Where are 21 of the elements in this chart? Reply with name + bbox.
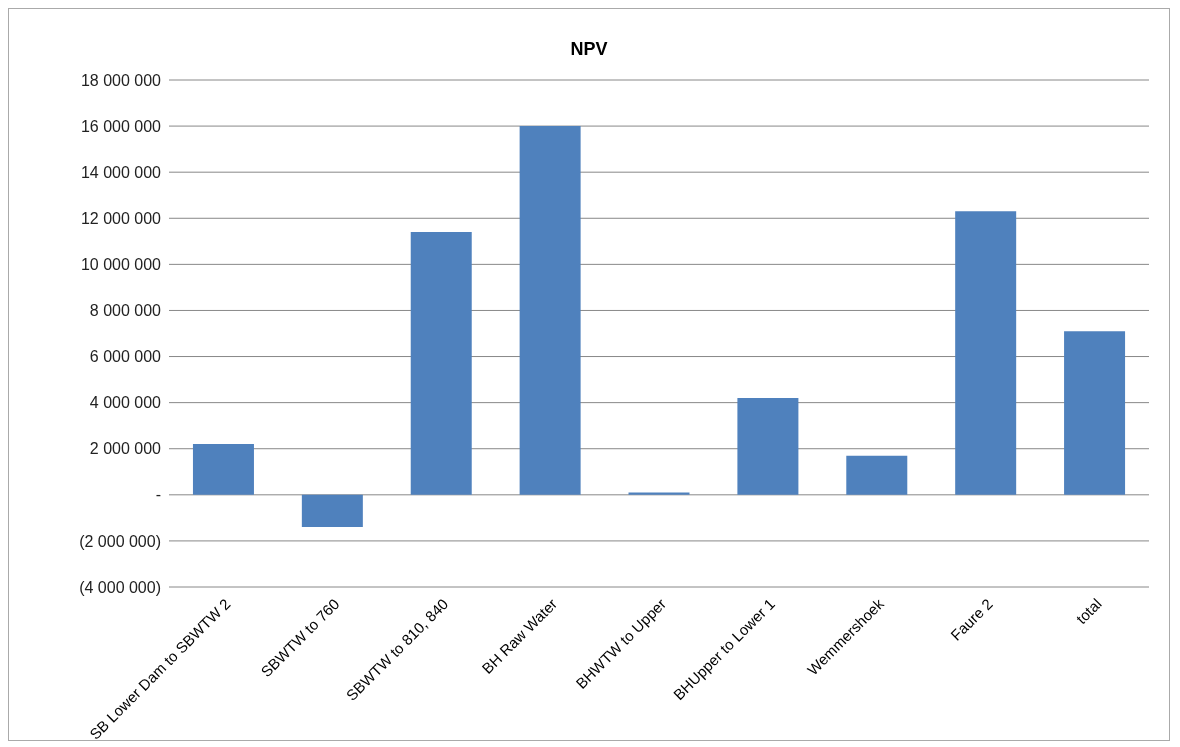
bar (846, 455, 908, 495)
chart-title: NPV (569, 39, 609, 60)
bar (955, 211, 1017, 495)
bar (519, 126, 581, 495)
y-tick-label: 2 000 000 (89, 440, 162, 458)
y-tick-label: 8 000 000 (89, 302, 162, 320)
y-tick-label: - (155, 486, 161, 504)
bar (301, 494, 363, 528)
y-tick-label: 18 000 000 (80, 71, 162, 89)
bar (737, 398, 799, 495)
y-tick-label: (2 000 000) (79, 532, 161, 550)
y-tick-label: 6 000 000 (89, 348, 162, 366)
bar (1064, 331, 1126, 495)
y-tick-label: 4 000 000 (89, 394, 162, 412)
y-tick-label: 14 000 000 (80, 163, 162, 181)
y-tick-label: 10 000 000 (80, 256, 162, 274)
bar (192, 444, 254, 495)
y-tick-label: 16 000 000 (80, 117, 162, 135)
y-tick-label: 12 000 000 (80, 209, 162, 227)
bar (410, 232, 472, 495)
y-tick-label: (4 000 000) (79, 578, 161, 596)
